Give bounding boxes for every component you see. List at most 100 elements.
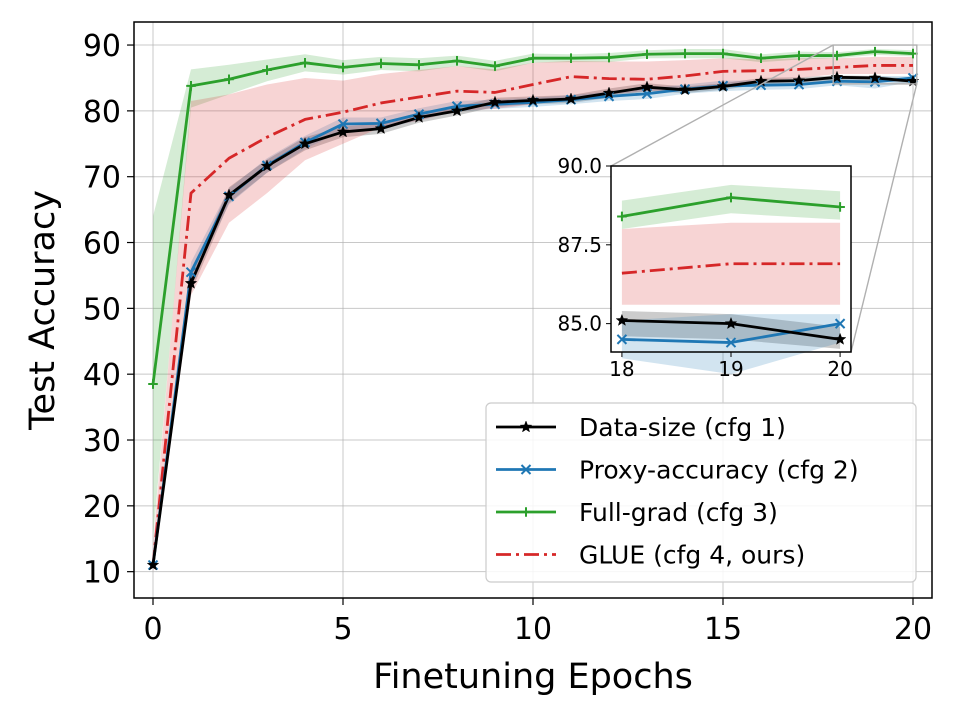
y-tick-label-90: 90 bbox=[83, 29, 121, 64]
legend-marker-full-grad-cfg-3 bbox=[521, 507, 531, 517]
inset-confidence-bands bbox=[621, 184, 841, 375]
x-tick-label-15: 15 bbox=[704, 612, 742, 647]
main-point-full-grad-cfg-3-17 bbox=[794, 50, 804, 61]
main-point-data-size-cfg-1-0 bbox=[146, 558, 160, 571]
main-point-proxy-accuracy-cfg-2-19 bbox=[869, 76, 881, 88]
inset-point-data-size-cfg-1-19 bbox=[724, 316, 738, 330]
legend-label-proxy-accuracy: Proxy-accuracy (cfg 2) bbox=[579, 456, 859, 485]
inset-y-tick-label-0: 90.0 bbox=[557, 154, 602, 178]
legend: Data-size (cfg 1) Proxy-accuracy (cfg 2)… bbox=[485, 402, 917, 583]
main-point-full-grad-cfg-3-9 bbox=[490, 61, 500, 71]
main-point-data-size-cfg-1-5 bbox=[336, 125, 350, 138]
main-point-data-size-cfg-1-2 bbox=[222, 188, 236, 201]
inset-x-tick-label-19: 19 bbox=[718, 357, 743, 381]
main-point-data-size-cfg-1-19 bbox=[868, 71, 882, 84]
legend-label-full-grad: Full-grad (cfg 3) bbox=[579, 498, 778, 527]
legend-label-glue: GLUE (cfg 4, ours) bbox=[579, 541, 805, 570]
inset-x-tick-label-18: 18 bbox=[609, 357, 634, 381]
main-point-data-size-cfg-1-17 bbox=[792, 73, 806, 87]
main-point-full-grad-cfg-3-15 bbox=[718, 48, 728, 59]
inset-point-full-grad-cfg-3-19 bbox=[726, 192, 736, 203]
inset-point-full-grad-cfg-3-18 bbox=[617, 211, 627, 222]
legend-entry-full-grad: Full-grad (cfg 3) bbox=[496, 498, 778, 527]
y-tick-label-50: 50 bbox=[83, 292, 121, 327]
main-point-full-grad-cfg-3-16 bbox=[756, 53, 766, 64]
y-tick-label-70: 70 bbox=[83, 161, 121, 196]
legend-label-data-size: Data-size (cfg 1) bbox=[579, 413, 786, 442]
main-point-data-size-cfg-1-14 bbox=[678, 83, 692, 96]
inset-point-proxy-accuracy-cfg-2-19 bbox=[725, 337, 737, 348]
y-tick-label-10: 10 bbox=[83, 556, 121, 591]
inset-x-tick-label-20: 20 bbox=[827, 357, 852, 381]
y-axis-label: Test Accuracy bbox=[23, 190, 63, 431]
main-point-full-grad-cfg-3-14 bbox=[680, 48, 690, 59]
inset-point-full-grad-cfg-3-20 bbox=[835, 202, 845, 212]
legend-entry-data-size: Data-size (cfg 1) bbox=[496, 413, 786, 442]
legend-entry-proxy-accuracy: Proxy-accuracy (cfg 2) bbox=[496, 456, 859, 485]
inset-band-proxy-accuracy-cfg-2 bbox=[621, 314, 841, 375]
main-point-data-size-cfg-1-15 bbox=[716, 79, 730, 92]
legend-entry-glue: GLUE (cfg 4, ours) bbox=[496, 541, 805, 570]
zoom-region-box bbox=[832, 44, 918, 85]
main-point-full-grad-cfg-3-0 bbox=[148, 379, 158, 389]
main-point-full-grad-cfg-3-2 bbox=[224, 74, 234, 85]
main-point-data-size-cfg-1-1 bbox=[184, 276, 198, 289]
main-point-data-size-cfg-1-9 bbox=[488, 95, 502, 108]
y-tick-label-80: 80 bbox=[83, 95, 121, 130]
y-tick-label-30: 30 bbox=[83, 424, 121, 459]
main-point-full-grad-cfg-3-19 bbox=[870, 46, 880, 57]
main-series-markers bbox=[146, 46, 920, 571]
x-axis-label: Finetuning Epochs bbox=[373, 657, 693, 697]
main-point-full-grad-cfg-3-8 bbox=[452, 56, 462, 66]
main-point-data-size-cfg-1-4 bbox=[298, 137, 312, 150]
inset-series-markers bbox=[615, 192, 847, 348]
x-tick-label-20: 20 bbox=[894, 612, 932, 647]
main-point-full-grad-cfg-3-13 bbox=[642, 49, 652, 60]
main-point-full-grad-cfg-3-7 bbox=[414, 59, 424, 70]
y-tick-label-40: 40 bbox=[83, 358, 121, 393]
main-point-full-grad-cfg-3-12 bbox=[604, 52, 614, 63]
legend-box bbox=[485, 402, 917, 583]
inset-axis-ticks: 18 19 20 90.0 87.5 85.0 bbox=[557, 154, 852, 381]
x-tick-label-5: 5 bbox=[333, 612, 352, 647]
inset-band-glue-cfg-4-ours bbox=[621, 222, 841, 305]
main-point-data-size-cfg-1-7 bbox=[412, 110, 426, 123]
main-point-full-grad-cfg-3-4 bbox=[300, 58, 310, 68]
x-tick-label-10: 10 bbox=[514, 612, 552, 647]
inset-point-data-size-cfg-1-20 bbox=[833, 332, 847, 345]
main-point-full-grad-cfg-3-5 bbox=[338, 62, 348, 73]
y-tick-label-20: 20 bbox=[83, 490, 121, 525]
main-band-glue-cfg-4-ours bbox=[153, 56, 913, 572]
zoom-connector-bottom bbox=[850, 83, 918, 353]
main-line-glue-cfg-4-ours bbox=[151, 64, 913, 566]
main-point-full-grad-cfg-3-6 bbox=[376, 58, 386, 69]
main-axis-ticks: 0 5 10 15 20 10 20 30 40 50 60 70 80 90 bbox=[83, 29, 932, 647]
inset-zoom-connectors bbox=[610, 44, 918, 353]
main-point-data-size-cfg-1-8 bbox=[450, 104, 464, 117]
main-point-full-grad-cfg-3-3 bbox=[262, 65, 272, 75]
x-tick-label-0: 0 bbox=[143, 612, 162, 647]
main-point-full-grad-cfg-3-11 bbox=[566, 53, 576, 64]
main-point-proxy-accuracy-cfg-2-17 bbox=[793, 79, 805, 90]
main-point-data-size-cfg-1-10 bbox=[526, 93, 540, 106]
inset-y-tick-label-2: 85.0 bbox=[557, 312, 602, 336]
main-point-full-grad-cfg-3-10 bbox=[528, 53, 538, 64]
inset-band-full-grad-cfg-3 bbox=[621, 184, 841, 230]
main-point-data-size-cfg-1-13 bbox=[640, 80, 654, 93]
main-point-data-size-cfg-1-11 bbox=[564, 92, 578, 105]
main-point-data-size-cfg-1-6 bbox=[374, 121, 388, 135]
main-point-full-grad-cfg-3-1 bbox=[186, 81, 196, 91]
main-point-data-size-cfg-1-12 bbox=[602, 86, 616, 99]
legend-marker-data-size-cfg-1 bbox=[519, 420, 533, 433]
inset-band-data-size-cfg-1 bbox=[621, 311, 841, 349]
inset-line-glue-cfg-4-ours bbox=[621, 262, 841, 275]
inset-point-data-size-cfg-1-18 bbox=[615, 313, 629, 326]
legend-marker-proxy-accuracy-cfg-2 bbox=[520, 464, 532, 475]
inset-point-proxy-accuracy-cfg-2-18 bbox=[616, 334, 628, 345]
main-point-proxy-accuracy-cfg-2-1 bbox=[185, 266, 197, 278]
y-tick-label-60: 60 bbox=[83, 227, 121, 262]
main-confidence-bands bbox=[153, 48, 913, 572]
zoom-connector-top bbox=[610, 44, 834, 167]
inset-y-tick-label-1: 87.5 bbox=[557, 233, 602, 257]
inset-point-proxy-accuracy-cfg-2-20 bbox=[834, 318, 846, 329]
